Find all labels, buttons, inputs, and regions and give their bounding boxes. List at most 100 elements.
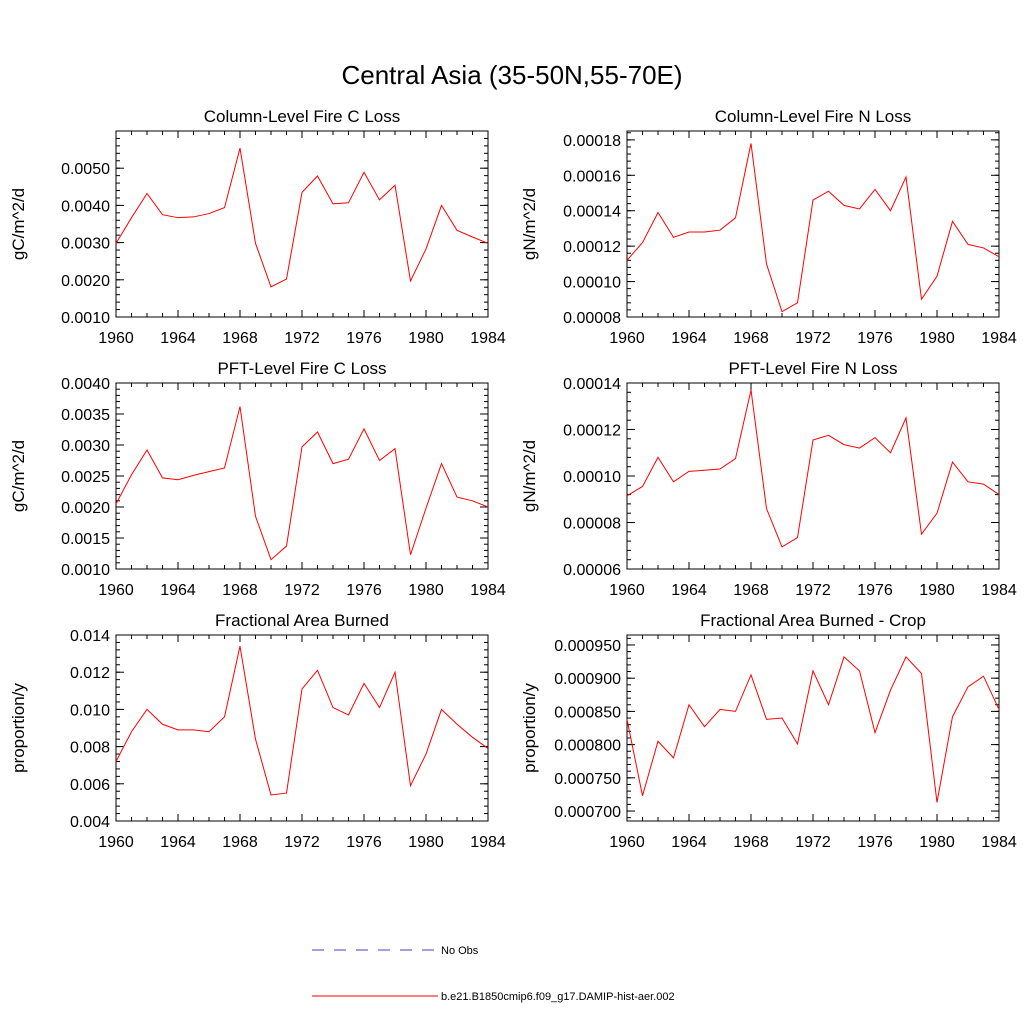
y-tick-label: 0.0025 (61, 469, 110, 486)
x-tick-label: 1972 (284, 330, 320, 347)
chart-panel: PFT-Level Fire N Loss gN/m^2/d 1960 1964 196… (520, 359, 1017, 599)
data-line (115, 646, 489, 796)
x-tick-label: 1980 (919, 582, 955, 599)
x-tick-label: 1964 (160, 834, 196, 851)
x-tick-label: 1980 (919, 834, 955, 851)
y-tick-label: 0.0020 (61, 500, 110, 517)
x-tick-label: 1968 (733, 834, 769, 851)
x-tick-label: 1960 (609, 582, 645, 599)
x-tick-label: 1972 (284, 834, 320, 851)
panel-title: Fractional Area Burned (215, 611, 389, 630)
x-tick-label: 1972 (284, 582, 320, 599)
y-axis-label: proportion/y (520, 683, 539, 773)
x-tick-label: 1964 (671, 330, 707, 347)
y-tick-label: 0.00008 (563, 310, 621, 327)
y-tick-label: 0.006 (70, 777, 110, 794)
x-tick-label: 1984 (981, 330, 1017, 347)
x-tick-label: 1984 (981, 582, 1017, 599)
y-axis-label: gC/m^2/d (9, 440, 28, 512)
y-tick-label: 0.00012 (563, 423, 621, 440)
y-tick-label: 0.00010 (563, 469, 621, 486)
x-tick-label: 1972 (795, 834, 831, 851)
chart-panel: PFT-Level Fire C Loss gC/m^2/d 1960 1964 196… (9, 359, 506, 599)
x-tick-label: 1968 (222, 330, 258, 347)
y-tick-label: 0.0010 (61, 562, 110, 579)
y-axis-label: gN/m^2/d (520, 188, 539, 260)
y-tick-label: 0.0010 (61, 310, 110, 327)
data-line (626, 143, 1000, 313)
y-tick-label: 0.00016 (563, 168, 621, 185)
x-tick-label: 1964 (160, 582, 196, 599)
x-tick-label: 1984 (470, 834, 506, 851)
x-tick-label: 1976 (346, 330, 382, 347)
panel-title: Column-Level Fire C Loss (204, 107, 401, 126)
x-tick-label: 1968 (733, 582, 769, 599)
legend-label-model: b.e21.B1850cmip6.f09_g17.DAMIP-hist-aer.… (441, 991, 675, 1003)
x-tick-label: 1964 (671, 582, 707, 599)
legend: No Obs b.e21.B1850cmip6.f09_g17.DAMIP-hi… (312, 945, 675, 1003)
x-tick-label: 1976 (346, 582, 382, 599)
x-tick-label: 1976 (857, 330, 893, 347)
x-tick-label: 1968 (222, 834, 258, 851)
panel-title: Column-Level Fire N Loss (715, 107, 912, 126)
y-tick-label: 0.00014 (563, 204, 621, 221)
y-tick-label: 0.0040 (61, 198, 110, 215)
y-tick-label: 0.00014 (563, 376, 621, 393)
y-tick-label: 0.008 (70, 740, 110, 757)
x-tick-label: 1964 (160, 330, 196, 347)
y-tick-label: 0.0040 (61, 376, 110, 393)
y-tick-label: 0.00010 (563, 275, 621, 292)
x-tick-label: 1984 (981, 834, 1017, 851)
chart-panel: Fractional Area Burned - Crop proportion/… (520, 611, 1017, 851)
x-tick-label: 1976 (346, 834, 382, 851)
y-tick-label: 0.000750 (554, 771, 621, 788)
y-axis-label: gC/m^2/d (9, 188, 28, 260)
x-tick-label: 1964 (671, 834, 707, 851)
x-tick-label: 1960 (98, 834, 134, 851)
x-tick-label: 1980 (408, 834, 444, 851)
chart-panel: Column-Level Fire C Loss gC/m^2/d 1960 1964… (9, 107, 506, 347)
y-tick-label: 0.004 (70, 814, 110, 831)
y-tick-label: 0.0030 (61, 236, 110, 253)
x-tick-label: 1960 (98, 330, 134, 347)
y-tick-label: 0.0030 (61, 438, 110, 455)
x-tick-label: 1980 (408, 330, 444, 347)
y-tick-label: 0.0015 (61, 531, 110, 548)
y-tick-label: 0.000800 (554, 738, 621, 755)
y-tick-label: 0.000850 (554, 704, 621, 721)
panel-title: PFT-Level Fire N Loss (728, 359, 897, 378)
y-tick-label: 0.000950 (554, 638, 621, 655)
x-tick-label: 1960 (609, 834, 645, 851)
y-tick-label: 0.012 (70, 665, 110, 682)
y-tick-label: 0.000900 (554, 671, 621, 688)
y-tick-label: 0.010 (70, 702, 110, 719)
figure-title: Central Asia (35-50N,55-70E) (341, 60, 682, 90)
y-tick-label: 0.00008 (563, 516, 621, 533)
x-tick-label: 1984 (470, 582, 506, 599)
y-axis-label: gN/m^2/d (520, 440, 539, 512)
x-tick-label: 1980 (408, 582, 444, 599)
chart-panel: Column-Level Fire N Loss gN/m^2/d 1960 1964… (520, 107, 1017, 347)
x-tick-label: 1980 (919, 330, 955, 347)
data-line (115, 147, 489, 288)
y-tick-label: 0.0050 (61, 161, 110, 178)
y-tick-label: 0.00006 (563, 562, 621, 579)
data-line (115, 406, 489, 561)
chart-panels: Column-Level Fire C Loss gC/m^2/d 1960 1964… (9, 107, 1017, 851)
y-tick-label: 0.0035 (61, 407, 110, 424)
x-tick-label: 1984 (470, 330, 506, 347)
x-tick-label: 1960 (609, 330, 645, 347)
x-tick-label: 1960 (98, 582, 134, 599)
y-tick-label: 0.014 (70, 628, 110, 645)
x-tick-label: 1972 (795, 582, 831, 599)
x-tick-label: 1968 (222, 582, 258, 599)
y-tick-label: 0.00012 (563, 239, 621, 256)
data-line (626, 656, 1000, 803)
y-axis-label: proportion/y (9, 683, 28, 773)
y-tick-label: 0.0020 (61, 273, 110, 290)
y-tick-label: 0.000700 (554, 804, 621, 821)
x-tick-label: 1976 (857, 582, 893, 599)
x-tick-label: 1968 (733, 330, 769, 347)
